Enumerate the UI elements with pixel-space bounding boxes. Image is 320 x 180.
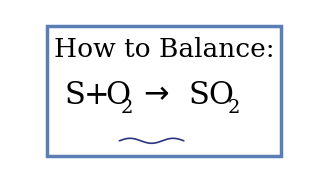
- Text: O: O: [106, 80, 131, 111]
- Text: SO: SO: [189, 80, 235, 111]
- Text: S: S: [65, 80, 86, 111]
- Text: How to Balance:: How to Balance:: [54, 37, 274, 62]
- Text: →: →: [143, 81, 168, 110]
- Text: 2: 2: [121, 98, 133, 116]
- Text: +: +: [84, 80, 109, 111]
- Text: 2: 2: [227, 98, 240, 116]
